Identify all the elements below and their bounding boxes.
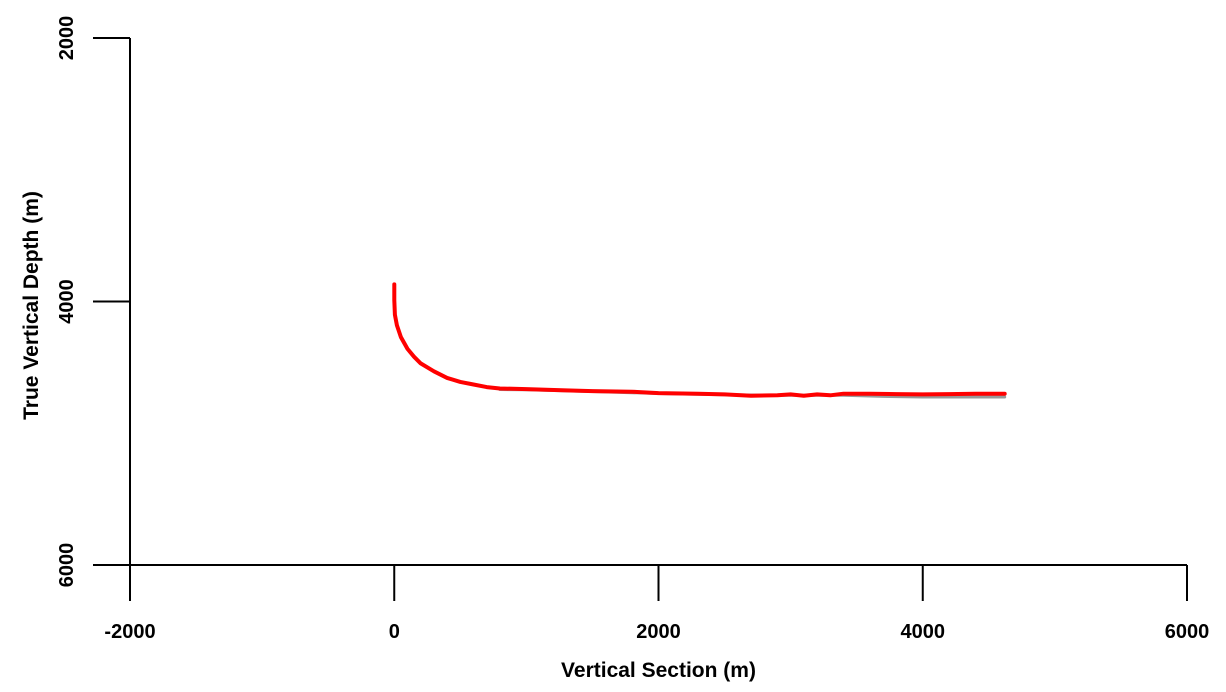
x-ticks: -2000 0 2000 4000 6000: [104, 565, 1209, 643]
series-layer: [392, 282, 1007, 399]
axes: [129, 38, 1187, 566]
y-axis-title: True Vertical Depth (m): [20, 191, 43, 420]
x-tick-label: -2000: [104, 621, 155, 643]
y-tick-label: 2000: [56, 16, 78, 61]
x-tick-label: 4000: [901, 621, 946, 643]
y-tick-label: 6000: [56, 543, 78, 588]
x-tick-label: 2000: [636, 621, 681, 643]
series-line-red: [392, 282, 1007, 398]
x-tick-label: 0: [389, 621, 400, 643]
x-axis-title: Vertical Section (m): [561, 659, 756, 682]
x-tick-label: 6000: [1165, 621, 1210, 643]
y-tick-label: 4000: [56, 279, 78, 324]
y-ticks: 2000 4000 6000: [56, 16, 130, 588]
